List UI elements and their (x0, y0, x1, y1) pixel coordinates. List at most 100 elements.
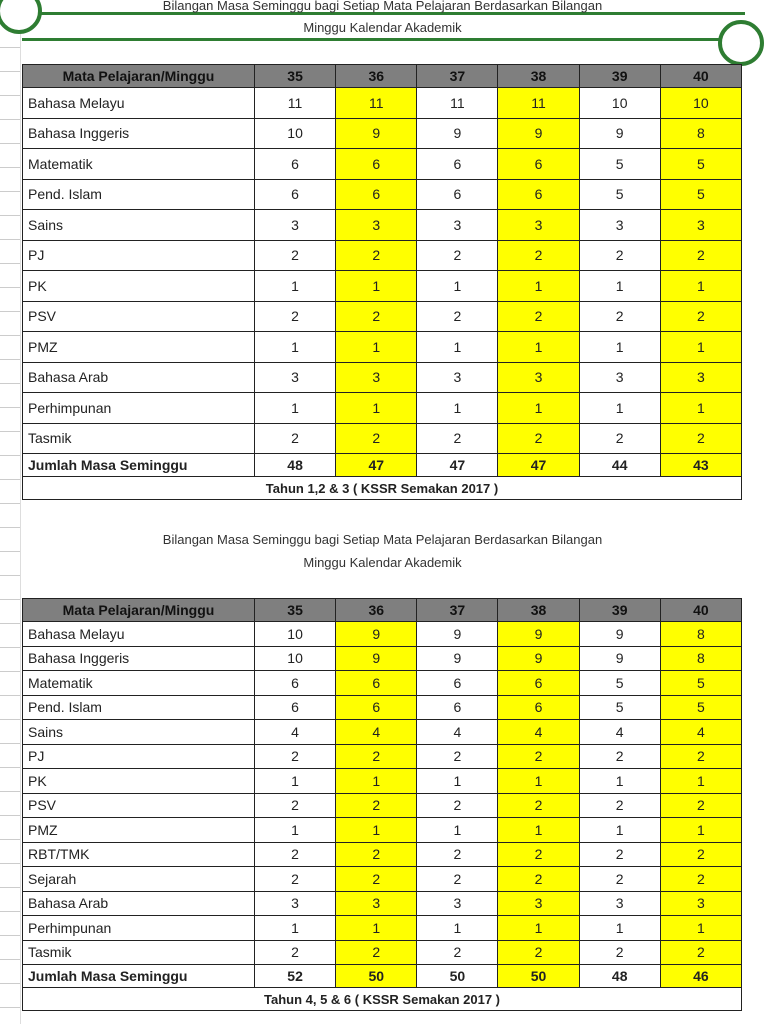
hours-cell: 11 (253, 87, 337, 119)
table-row: Perhimpunan 1 1 1 1 1 1 (22, 392, 743, 424)
hours-cell: 9 (578, 621, 661, 647)
hours-cell: 2 (253, 939, 337, 965)
hours-cell: 1 (416, 392, 499, 424)
hours-cell: 2 (416, 239, 499, 271)
table-row: PSV 2 2 2 2 2 2 (22, 300, 743, 332)
hours-cell: 3 (659, 890, 743, 916)
hours-cell: 2 (497, 239, 580, 271)
hours-cell: 3 (659, 209, 743, 241)
hours-cell: 1 (416, 915, 499, 941)
hours-cell: 11 (497, 87, 580, 119)
header-week: 35 (253, 598, 337, 622)
hours-cell: 2 (578, 239, 661, 271)
subject-cell: PSV (22, 792, 255, 818)
hours-cell: 11 (416, 87, 499, 119)
table-row: PK 1 1 1 1 1 1 (22, 270, 743, 302)
total-cell: 46 (659, 964, 743, 988)
header-week: 38 (497, 598, 580, 622)
hours-cell: 1 (335, 915, 418, 941)
subject-cell: Matematik (22, 670, 255, 696)
hours-cell: 2 (335, 939, 418, 965)
caption-row: Tahun 1,2 & 3 ( KSSR Semakan 2017 ) (22, 476, 742, 500)
hours-cell: 10 (578, 87, 661, 119)
header-week: 35 (253, 64, 337, 88)
hours-cell: 2 (416, 841, 499, 867)
table-row: RBT/TMK 2 2 2 2 2 2 (22, 841, 743, 867)
hours-cell: 2 (659, 866, 743, 892)
total-cell: 47 (497, 453, 580, 477)
hours-cell: 1 (659, 331, 743, 363)
hours-cell: 1 (335, 817, 418, 843)
hours-cell: 2 (253, 422, 337, 454)
spreadsheet-row-gutter (0, 0, 21, 1024)
subject-cell: PJ (22, 239, 255, 271)
hours-cell: 9 (497, 621, 580, 647)
total-cell: 48 (578, 964, 661, 988)
hours-cell: 3 (497, 361, 580, 393)
subject-cell: Perhimpunan (22, 392, 255, 424)
table-tahun-4-6: Mata Pelajaran/Minggu 35 36 37 38 39 40 Bahasa … (22, 598, 743, 1011)
hours-cell: 6 (335, 148, 418, 180)
hours-cell: 9 (578, 117, 661, 149)
hours-cell: 1 (253, 331, 337, 363)
hours-cell: 2 (578, 792, 661, 818)
hours-cell: 2 (253, 239, 337, 271)
hours-cell: 1 (659, 270, 743, 302)
hours-cell: 1 (578, 392, 661, 424)
decorative-line (22, 38, 722, 41)
hours-cell: 6 (416, 694, 499, 720)
hours-cell: 9 (578, 645, 661, 671)
total-cell: 50 (416, 964, 499, 988)
header-week: 40 (659, 64, 743, 88)
hours-cell: 1 (659, 915, 743, 941)
title-line-2: Minggu Kalendar Akademik (303, 20, 462, 35)
subject-cell: Tasmik (22, 939, 255, 965)
hours-cell: 1 (253, 817, 337, 843)
header-week: 36 (335, 64, 418, 88)
subject-cell: Bahasa Melayu (22, 621, 255, 647)
table-row: Sejarah 2 2 2 2 2 2 (22, 866, 743, 892)
hours-cell: 2 (497, 939, 580, 965)
header-week: 39 (578, 64, 661, 88)
hours-cell: 1 (578, 768, 661, 794)
hours-cell: 9 (497, 645, 580, 671)
hours-cell: 1 (253, 915, 337, 941)
hours-cell: 1 (253, 768, 337, 794)
hours-cell: 5 (578, 148, 661, 180)
hours-cell: 6 (253, 178, 337, 210)
hours-cell: 2 (497, 300, 580, 332)
hours-cell: 10 (659, 87, 743, 119)
table-row: PJ 2 2 2 2 2 2 (22, 239, 743, 271)
subject-cell: Bahasa Melayu (22, 87, 255, 119)
hours-cell: 1 (497, 817, 580, 843)
hours-cell: 3 (253, 209, 337, 241)
hours-cell: 3 (335, 890, 418, 916)
title-line-1: Bilangan Masa Seminggu bagi Setiap Mata … (162, 532, 603, 547)
table-row: Matematik 6 6 6 6 5 5 (22, 670, 743, 696)
hours-cell: 6 (416, 178, 499, 210)
subject-cell: Matematik (22, 148, 255, 180)
subject-cell: Sejarah (22, 866, 255, 892)
hours-cell: 5 (578, 670, 661, 696)
hours-cell: 1 (578, 270, 661, 302)
hours-cell: 2 (578, 866, 661, 892)
hours-cell: 5 (659, 178, 743, 210)
hours-cell: 4 (497, 719, 580, 745)
table-row: Bahasa Arab 3 3 3 3 3 3 (22, 890, 743, 916)
total-row: Jumlah Masa Seminggu 52 50 50 50 48 46 (22, 964, 743, 988)
hours-cell: 2 (416, 422, 499, 454)
hours-cell: 6 (335, 694, 418, 720)
hours-cell: 1 (416, 270, 499, 302)
hours-cell: 6 (497, 148, 580, 180)
hours-cell: 4 (578, 719, 661, 745)
hours-cell: 5 (659, 148, 743, 180)
header-week: 37 (416, 64, 499, 88)
title-line-2: Minggu Kalendar Akademik (303, 555, 462, 570)
hours-cell: 6 (497, 670, 580, 696)
hours-cell: 3 (416, 890, 499, 916)
hours-cell: 2 (253, 841, 337, 867)
hours-cell: 8 (659, 645, 743, 671)
hours-cell: 2 (659, 239, 743, 271)
table-row: Tasmik 2 2 2 2 2 2 (22, 939, 743, 965)
header-week: 40 (659, 598, 743, 622)
